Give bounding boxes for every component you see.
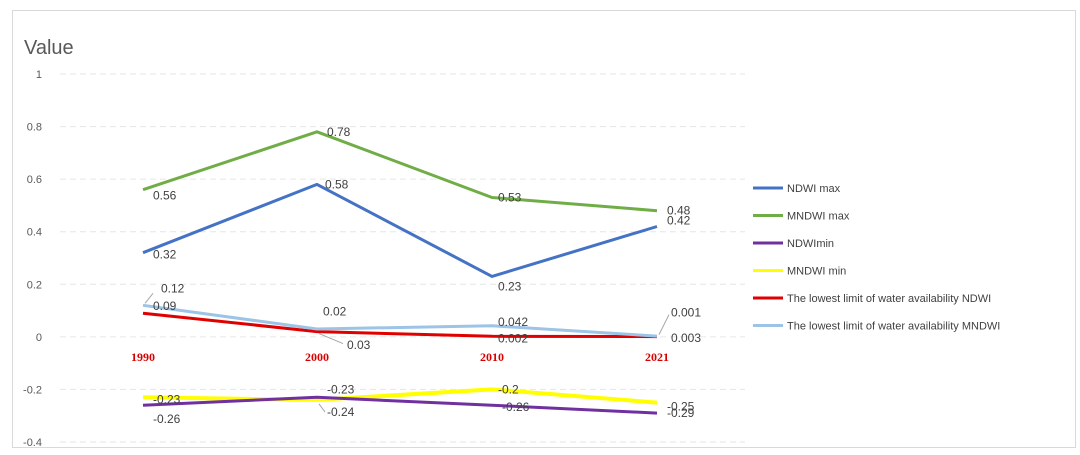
data-label: 0.001 <box>671 306 701 320</box>
legend-label: The lowest limit of water availability N… <box>787 293 991 305</box>
x-tick-label: 2021 <box>645 350 669 364</box>
y-tick-label: 0.4 <box>27 227 42 239</box>
data-labels: 0.32 0.58 0.23 0.42 0.56 0.78 0.53 0.48 -0.26 -0.… <box>144 125 701 426</box>
y-axis-title: Value <box>24 37 74 59</box>
label-leader-line <box>318 403 326 413</box>
data-label: 0.32 <box>153 248 177 262</box>
legend-label: MNDWI min <box>787 266 846 278</box>
data-label: 0.09 <box>153 299 177 313</box>
data-label: -0.23 <box>327 382 355 396</box>
data-label: 0.58 <box>325 177 349 191</box>
data-label: 0.003 <box>671 331 701 345</box>
data-label: 0.56 <box>153 189 177 203</box>
data-label: -0.24 <box>327 405 355 419</box>
y-tick-label: 1 <box>36 69 42 81</box>
series-line <box>142 311 658 339</box>
data-label: 0.042 <box>498 315 528 329</box>
series-line <box>142 303 658 338</box>
data-label: -0.26 <box>502 400 530 414</box>
data-label: -0.26 <box>153 412 181 426</box>
y-axis: 1 0.8 0.6 0.4 0.2 0 -0.2 -0.4 <box>23 69 42 449</box>
data-label: -0.29 <box>667 406 695 420</box>
y-tick-label: -0.2 <box>23 384 42 396</box>
data-label: -0.25 <box>667 400 695 414</box>
legend: NDWI max MNDWI max NDWImin MNDWI min The low… <box>753 183 1000 333</box>
y-tick-label: 0.6 <box>27 174 42 186</box>
data-label: 0.23 <box>498 279 522 293</box>
data-label: -0.23 <box>153 392 181 406</box>
y-tick-label: 0 <box>36 332 42 344</box>
y-tick-label: 0.2 <box>27 279 42 291</box>
data-label: 0.02 <box>323 305 347 319</box>
series-line <box>142 395 658 415</box>
data-label: 0.78 <box>327 125 351 139</box>
legend-label: NDWI max <box>787 183 841 195</box>
label-leader-line <box>658 314 670 335</box>
data-label: 0.12 <box>161 281 185 295</box>
label-leader-line <box>318 333 344 345</box>
y-tick-label: -0.4 <box>23 437 42 449</box>
series-line <box>142 182 658 278</box>
data-label: 0.03 <box>347 338 371 352</box>
series-lines <box>142 130 658 415</box>
data-label: 0.53 <box>498 191 522 205</box>
gridlines <box>60 73 745 443</box>
data-label: 0.48 <box>667 204 691 218</box>
legend-label: The lowest limit of water availability M… <box>787 321 1000 333</box>
x-tick-label: 2010 <box>480 350 504 364</box>
data-label: 0.002 <box>498 331 528 345</box>
legend-label: NDWImin <box>787 238 834 250</box>
x-tick-label: 1990 <box>131 350 155 364</box>
data-label: -0.2 <box>498 382 519 396</box>
x-tick-label: 2000 <box>305 350 329 364</box>
data-label: 0.42 <box>667 213 691 227</box>
series-line <box>142 130 658 213</box>
chart-frame <box>12 10 1076 448</box>
label-leader-line <box>144 293 154 304</box>
x-axis: 1990 2000 2010 2021 <box>131 350 669 364</box>
y-tick-label: 0.8 <box>27 122 42 134</box>
series-line <box>142 387 658 405</box>
legend-label: MNDWI max <box>787 211 850 223</box>
